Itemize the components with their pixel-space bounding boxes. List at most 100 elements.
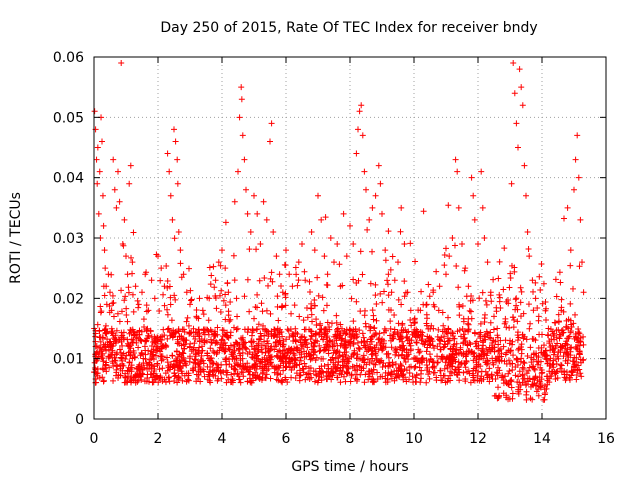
data-point (334, 374, 341, 381)
data-point (470, 372, 477, 379)
data-point (544, 353, 551, 360)
data-point (405, 328, 412, 335)
data-point (377, 373, 384, 380)
data-point (282, 262, 289, 269)
data-point (114, 310, 121, 317)
data-point (282, 376, 289, 383)
data-point (412, 333, 419, 340)
data-point (296, 354, 303, 361)
data-point (454, 168, 461, 175)
data-point (535, 392, 542, 399)
data-point (354, 376, 361, 383)
data-point (502, 315, 509, 322)
data-point (371, 325, 378, 332)
data-point (377, 290, 384, 297)
data-point (392, 347, 399, 354)
data-point (117, 349, 124, 356)
data-point (123, 305, 130, 312)
data-point (135, 366, 142, 373)
data-point (441, 333, 448, 340)
data-point (253, 342, 260, 349)
data-point (192, 353, 199, 360)
data-point (313, 354, 320, 361)
data-point (259, 325, 266, 332)
data-point (308, 305, 315, 312)
data-point (490, 337, 497, 344)
data-point (267, 375, 274, 382)
data-point (205, 317, 212, 324)
data-point (530, 307, 537, 314)
data-point (430, 325, 437, 332)
data-point (494, 353, 501, 360)
data-point (199, 307, 206, 314)
data-point (318, 355, 325, 362)
data-point (99, 192, 106, 199)
data-point (172, 296, 179, 303)
data-point (227, 316, 234, 323)
data-point (353, 355, 360, 362)
data-point (441, 251, 448, 258)
data-point (347, 342, 354, 349)
data-point (435, 307, 442, 314)
data-point (462, 265, 469, 272)
data-point (315, 292, 322, 299)
data-point (265, 282, 272, 289)
data-point (227, 298, 234, 305)
data-point (568, 344, 575, 351)
data-point (353, 150, 360, 157)
data-point (445, 375, 452, 382)
data-point (214, 377, 221, 384)
data-point (319, 294, 326, 301)
data-point (444, 362, 451, 369)
data-point (509, 390, 516, 397)
data-point (246, 308, 253, 315)
data-point (320, 307, 327, 314)
data-point (145, 332, 152, 339)
data-point (576, 330, 583, 337)
data-point (387, 325, 394, 332)
data-point (350, 341, 357, 348)
data-point (292, 329, 299, 336)
data-point (102, 329, 109, 336)
data-point (512, 363, 519, 370)
data-point (135, 344, 142, 351)
data-point (263, 327, 270, 334)
data-point (509, 314, 516, 321)
data-point (555, 318, 562, 325)
data-point (520, 335, 527, 342)
data-point (542, 298, 549, 305)
data-point (562, 340, 569, 347)
data-point (212, 295, 219, 302)
data-point (487, 292, 494, 299)
data-point (205, 355, 212, 362)
data-point (452, 366, 459, 373)
data-point (454, 328, 461, 335)
data-point (361, 339, 368, 346)
data-point (314, 274, 321, 281)
data-point (463, 350, 470, 357)
data-point (264, 337, 271, 344)
data-point (143, 302, 150, 309)
data-point (243, 346, 250, 353)
data-point (233, 326, 240, 333)
data-point (225, 334, 232, 341)
data-point (536, 273, 543, 280)
data-point (391, 277, 398, 284)
data-point (441, 262, 448, 269)
data-point (395, 259, 401, 266)
data-point (318, 374, 325, 381)
data-point (240, 340, 247, 347)
data-point (223, 361, 230, 368)
data-point (385, 228, 392, 235)
data-point (142, 347, 149, 354)
data-point (445, 202, 452, 209)
data-point (425, 325, 432, 332)
data-point (169, 216, 176, 223)
data-point (92, 379, 99, 386)
data-point (546, 340, 553, 347)
data-point (244, 276, 251, 283)
data-point (529, 335, 536, 342)
data-point (282, 290, 289, 297)
data-point (311, 302, 318, 309)
data-point (120, 336, 127, 343)
